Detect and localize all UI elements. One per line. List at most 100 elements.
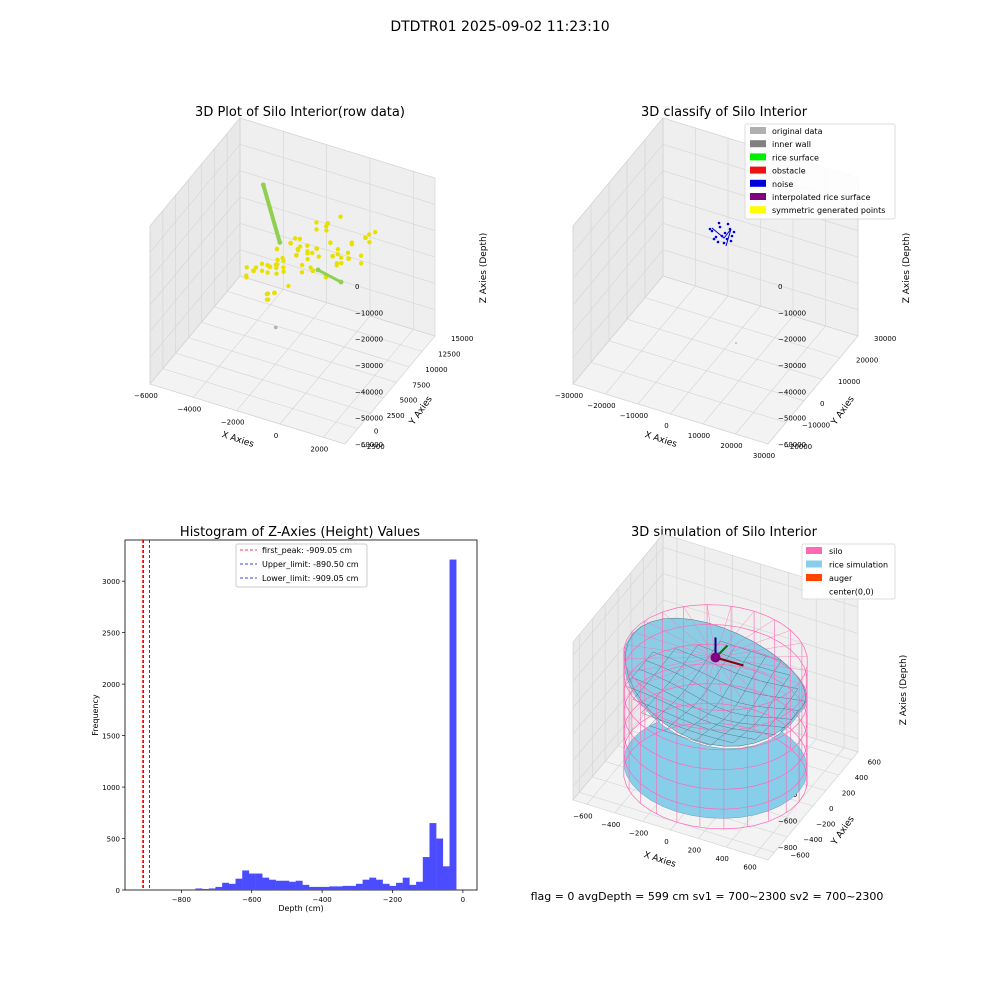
y-tick-label: 0 — [374, 428, 378, 436]
x-tick-label: −30000 — [555, 392, 583, 400]
raw-data-point — [328, 240, 333, 245]
histogram-bar — [382, 883, 390, 890]
histogram-bar — [289, 881, 296, 890]
z-gridline — [572, 222, 859, 332]
raw-data-point — [309, 250, 315, 256]
histogram-bar — [255, 873, 263, 890]
raw-data-point — [358, 261, 364, 266]
x-tick-label: −20000 — [587, 402, 615, 410]
raw-data-point — [310, 268, 316, 274]
histogram-bar — [208, 888, 216, 890]
x-tick-label: −200 — [383, 896, 402, 904]
raw-data-point — [253, 265, 259, 270]
raw-data-point — [358, 253, 364, 258]
silo-roof-spoke — [624, 644, 716, 658]
y-tick-label: −600 — [790, 851, 809, 859]
classify-chart-title: 3D classify of Silo Interior — [641, 105, 808, 120]
y-tick-label: 200 — [842, 790, 855, 798]
silo-roof-spoke — [715, 619, 775, 658]
x-tick-label: −600 — [573, 812, 592, 820]
status-footer: flag = 0 avgDepth = 599 cm sv1 = 700~230… — [531, 890, 884, 903]
x-tick-label: −6000 — [134, 392, 158, 400]
noise-point — [722, 241, 726, 245]
legend-label: obstacle — [772, 167, 806, 176]
y-tick-label: 12500 — [438, 350, 460, 358]
z-gridline — [149, 143, 436, 253]
raw-data-point — [349, 240, 355, 245]
raw-data-point — [292, 236, 298, 241]
raw-data-point — [366, 232, 372, 237]
histogram-bar — [342, 885, 350, 890]
classify-noise-points — [708, 221, 737, 344]
raw-data-point — [281, 258, 286, 263]
raw-data-point — [281, 265, 286, 270]
simulation-chart-title: 3D simulation of Silo Interior — [631, 525, 818, 540]
legend-swatch — [806, 574, 822, 581]
noise-point — [714, 235, 718, 239]
z-tick-label: −30000 — [355, 362, 383, 370]
raw-data-points — [244, 182, 378, 330]
legend-label: symmetric generated points — [772, 206, 885, 215]
rice-mesh-line — [638, 668, 793, 720]
histogram-legend: first_peak: -909.05 cm Upper_limit: -890.… — [235, 543, 368, 588]
x-tick-label: −600 — [242, 896, 261, 904]
legend-label: rice surface — [772, 153, 819, 162]
x-tick-label: −400 — [313, 896, 332, 904]
histogram-bar — [235, 878, 243, 890]
silo-roof-spoke — [715, 657, 807, 671]
classify-x-label: X Axies — [643, 430, 678, 450]
raw-data-point — [338, 214, 343, 219]
raw-data-streak — [316, 268, 343, 284]
rice-mesh-line — [777, 701, 807, 736]
legend-swatch — [750, 153, 766, 161]
histogram-panel: Histogram of Z-Axies (Height) Values −80… — [91, 525, 478, 913]
x-tick-label: 0 — [664, 838, 668, 846]
silo-roof-spoke — [631, 631, 716, 658]
x-gridline — [753, 589, 845, 856]
silo-roof-spoke — [715, 657, 787, 695]
histogram-bar — [355, 883, 363, 890]
histogram-bar — [436, 838, 444, 890]
z-tick-label: −50000 — [355, 415, 383, 423]
histogram-bar — [302, 884, 310, 890]
raw-data-point — [264, 297, 270, 302]
simulation-y-label: Y Axies — [829, 814, 857, 847]
histogram-ticks: −800 −600 −400 −200 0 0 500 1000 1500 2000 2500 300… — [102, 578, 465, 904]
histogram-bar — [389, 885, 397, 890]
x-tick-label: 0 — [274, 432, 278, 440]
raw-data-point — [281, 269, 286, 274]
y-tick-label: 600 — [868, 759, 881, 767]
silo-roof-spoke — [715, 606, 732, 658]
x-tick-label: 2000 — [310, 445, 328, 453]
raw-data-point — [297, 236, 303, 241]
silo-roof-spoke — [676, 657, 716, 704]
histogram-bar — [275, 880, 283, 890]
y-tick-label: 20000 — [856, 357, 878, 365]
legend-label: center(0,0) — [829, 588, 874, 597]
noise-point — [710, 229, 714, 233]
silo-roof-spoke — [699, 657, 716, 709]
z-tick-label: −600 — [778, 818, 797, 826]
y-tick-label: 1000 — [102, 784, 120, 792]
silo-roof-spoke — [706, 604, 716, 658]
legend-swatch — [750, 140, 766, 148]
raw-data-streak — [261, 182, 282, 245]
x-tick-label: 400 — [716, 855, 729, 863]
histogram-bar — [369, 877, 377, 890]
legend-swatch — [750, 127, 766, 134]
raw-data-point — [272, 290, 277, 296]
raw-data-point — [286, 283, 291, 289]
center-marker — [710, 652, 721, 663]
y-tick-label: 7500 — [412, 381, 430, 389]
raw-data-grid — [149, 117, 436, 445]
noise-point — [730, 234, 734, 238]
histogram-bar — [282, 880, 290, 890]
histogram-bar — [422, 857, 430, 890]
x-tick-label: 20000 — [720, 442, 742, 450]
raw-data-point — [277, 240, 283, 245]
x-tick-label: 30000 — [753, 452, 775, 460]
histogram-bar — [429, 823, 437, 890]
raw-data-point — [305, 256, 310, 262]
raw-data-point — [259, 261, 265, 266]
